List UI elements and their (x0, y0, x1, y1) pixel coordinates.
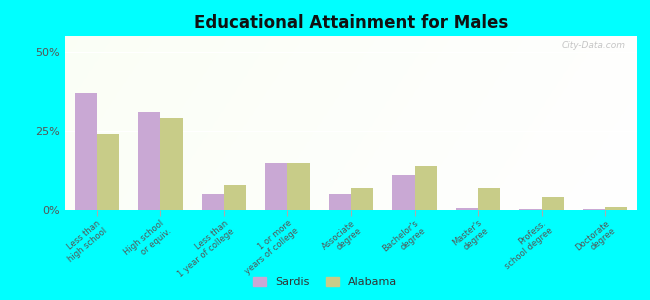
Bar (75, 93, 97, 210)
Bar (393, 175, 415, 210)
Bar (265, 163, 287, 210)
Bar (351, 188, 373, 210)
Bar (519, 209, 541, 210)
Bar (97, 134, 119, 210)
Title: Educational Attainment for Males: Educational Attainment for Males (194, 14, 508, 32)
Legend: Sardis, Alabama: Sardis, Alabama (248, 272, 402, 291)
Bar (224, 185, 246, 210)
Bar (161, 118, 183, 210)
Bar (583, 209, 605, 210)
Bar (329, 194, 351, 210)
Bar (541, 197, 564, 210)
Bar (605, 207, 627, 210)
Bar (456, 208, 478, 210)
Bar (202, 194, 224, 210)
Bar (287, 163, 309, 210)
Bar (478, 188, 500, 210)
Bar (138, 112, 161, 210)
Bar (415, 166, 437, 210)
Text: City-Data.com: City-Data.com (562, 41, 625, 50)
